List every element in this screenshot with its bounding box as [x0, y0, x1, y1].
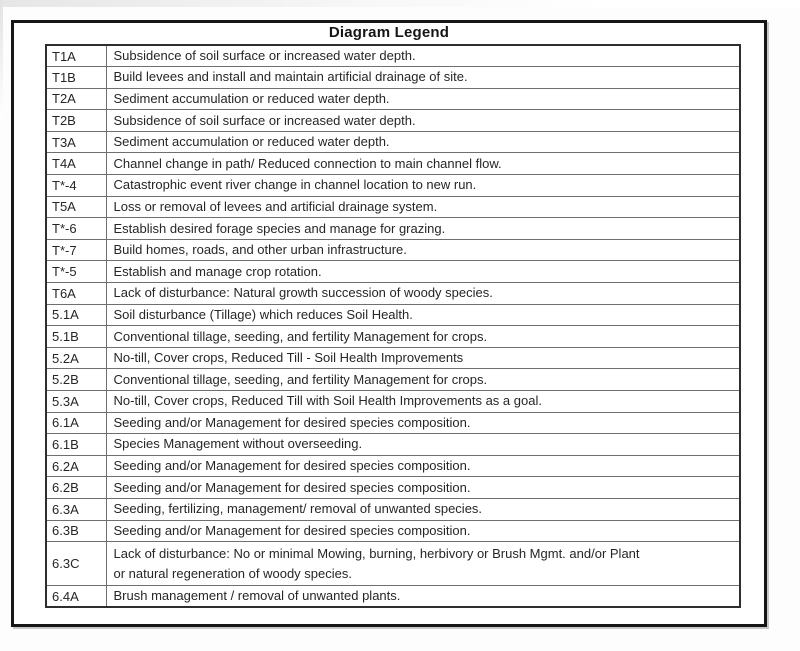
table-row: 6.1B Species Management without overseed…	[45, 433, 741, 456]
legend-table-body: T1A Subsidence of soil surface or increa…	[45, 44, 741, 608]
code-cell: T4A	[45, 152, 107, 176]
table-row: 5.3A No-till, Cover crops, Reduced Till …	[45, 390, 741, 413]
table-row: 6.1A Seeding and/or Management for desir…	[45, 411, 741, 435]
table-row: T4A Channel change in path/ Reduced conn…	[45, 152, 741, 176]
description-cell: Seeding and/or Management for desired sp…	[105, 411, 741, 435]
code-cell: 6.3A	[45, 497, 107, 521]
legend-title: Diagram Legend	[328, 24, 450, 41]
table-row: T2B Subsidence of soil surface or increa…	[45, 109, 741, 132]
table-row: T1B Build levees and install and maintai…	[45, 66, 741, 89]
description-cell: Subsidence of soil surface or increased …	[105, 109, 741, 132]
code-cell: 5.2B	[45, 368, 107, 391]
description-cell: Lack of disturbance: No or minimal Mowin…	[105, 541, 741, 587]
table-row: T6A Lack of disturbance: Natural growth …	[45, 282, 741, 305]
table-row: 5.2B Conventional tillage, seeding, and …	[45, 368, 741, 391]
table-row: 6.3C Lack of disturbance: No or minimal …	[45, 541, 741, 587]
description-cell: Channel change in path/ Reduced connecti…	[105, 152, 741, 176]
code-cell: T2A	[45, 87, 107, 111]
code-cell: T6A	[45, 282, 107, 305]
description-cell: No-till, Cover crops, Reduced Till - Soi…	[105, 346, 741, 370]
description-cell: Sediment accumulation or reduced water d…	[105, 87, 741, 111]
code-cell: 6.1B	[45, 433, 107, 456]
table-row: 5.1A Soil disturbance (Tillage) which re…	[45, 303, 741, 327]
description-cell: Build homes, roads, and other urban infr…	[105, 238, 741, 262]
code-cell: T3A	[45, 130, 107, 154]
table-row: T5A Loss or removal of levees and artifi…	[45, 195, 741, 219]
description-cell: Seeding, fertilizing, management/ remova…	[105, 497, 741, 521]
description-cell: Seeding and/or Management for desired sp…	[105, 454, 741, 478]
code-cell: 6.2A	[45, 454, 107, 478]
description-cell: Species Management without overseeding.	[105, 433, 741, 456]
table-row: 6.2B Seeding and/or Management for desir…	[45, 476, 741, 499]
code-cell: 5.1A	[45, 303, 107, 327]
table-row: 6.2A Seeding and/or Management for desir…	[45, 454, 741, 478]
window-top-edge	[0, 0, 800, 7]
table-row: 6.3A Seeding, fertilizing, management/ r…	[45, 497, 741, 521]
description-cell: Lack of disturbance: Natural growth succ…	[105, 282, 741, 305]
table-row: 5.2A No-till, Cover crops, Reduced Till …	[45, 346, 741, 370]
code-cell: T*-4	[45, 174, 107, 197]
table-row: T3A Sediment accumulation or reduced wat…	[45, 130, 741, 154]
description-cell: Sediment accumulation or reduced water d…	[105, 130, 741, 154]
code-cell: T5A	[45, 195, 107, 219]
description-cell: Loss or removal of levees and artificial…	[105, 195, 741, 219]
code-cell: T1A	[45, 44, 107, 68]
description-cell: Establish and manage crop rotation.	[105, 260, 741, 284]
legend-table: T1A Subsidence of soil surface or increa…	[45, 44, 741, 609]
code-cell: 5.1B	[45, 325, 107, 348]
description-cell: Subsidence of soil surface or increased …	[105, 44, 741, 68]
code-cell: 5.2A	[45, 346, 107, 370]
table-row: T1A Subsidence of soil surface or increa…	[45, 44, 741, 68]
code-cell: 5.3A	[45, 390, 107, 413]
code-cell: 6.1A	[45, 411, 107, 435]
description-cell: Conventional tillage, seeding, and ferti…	[105, 325, 741, 348]
code-cell: 6.4A	[45, 585, 107, 608]
description-cell: Conventional tillage, seeding, and ferti…	[105, 368, 741, 391]
code-cell: 6.2B	[45, 476, 107, 499]
code-cell: T*-6	[45, 217, 107, 240]
table-row: 6.3B Seeding and/or Management for desir…	[45, 519, 741, 543]
description-cell: Establish desired forage species and man…	[105, 217, 741, 240]
table-row: T*-6 Establish desired forage species an…	[45, 217, 741, 240]
table-row: T2A Sediment accumulation or reduced wat…	[45, 87, 741, 111]
code-cell: T*-7	[45, 238, 107, 262]
code-cell: 6.3C	[45, 541, 107, 587]
table-row: 5.1B Conventional tillage, seeding, and …	[45, 325, 741, 348]
table-row: T*-4 Catastrophic event river change in …	[45, 174, 741, 197]
window-left-edge	[0, 0, 3, 120]
table-row: T*-5 Establish and manage crop rotation.	[45, 260, 741, 284]
code-cell: T1B	[45, 66, 107, 89]
table-row: T*-7 Build homes, roads, and other urban…	[45, 238, 741, 262]
description-cell: Soil disturbance (Tillage) which reduces…	[105, 303, 741, 327]
description-cell: Seeding and/or Management for desired sp…	[105, 519, 741, 543]
code-cell: 6.3B	[45, 519, 107, 543]
description-cell: Brush management / removal of unwanted p…	[105, 585, 741, 608]
table-row: 6.4A Brush management / removal of unwan…	[45, 585, 741, 608]
description-cell: Catastrophic event river change in chann…	[105, 174, 741, 197]
page-border-box: Diagram Legend T1A Subsidence of soil su…	[11, 20, 767, 627]
description-cell: Build levees and install and maintain ar…	[105, 66, 741, 89]
code-cell: T2B	[45, 109, 107, 132]
description-cell: Seeding and/or Management for desired sp…	[105, 476, 741, 499]
description-cell: No-till, Cover crops, Reduced Till with …	[105, 390, 741, 413]
code-cell: T*-5	[45, 260, 107, 284]
